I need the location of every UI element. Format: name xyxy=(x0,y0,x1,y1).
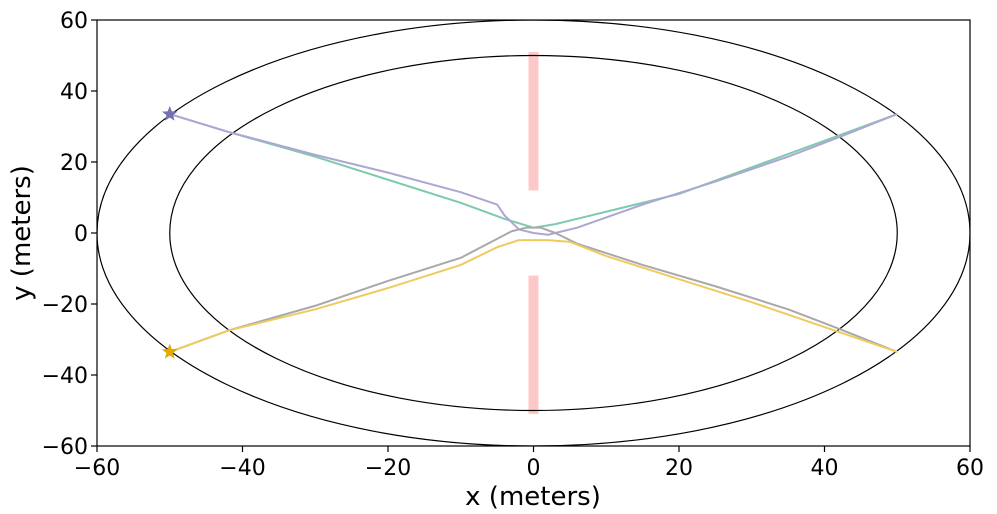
y-tick-label: 60 xyxy=(60,9,88,34)
obstacle-bar xyxy=(528,275,539,415)
y-axis-ticks: −60 −40 −20 0 20 40 60 xyxy=(42,9,97,460)
y-tick-label: −20 xyxy=(42,293,88,318)
start-star-marker xyxy=(162,106,178,121)
trajectory-line xyxy=(169,226,898,353)
x-axis-label: x (meters) xyxy=(465,482,601,512)
y-axis-label: y (meters) xyxy=(7,165,37,301)
plot-area xyxy=(97,20,970,446)
x-tick-label: −40 xyxy=(219,456,265,481)
trajectory-line xyxy=(169,239,898,353)
x-tick-label: 0 xyxy=(527,456,541,481)
y-tick-label: 40 xyxy=(60,80,88,105)
x-tick-label: 60 xyxy=(956,456,984,481)
x-tick-label: 20 xyxy=(665,456,693,481)
x-tick-label: −60 xyxy=(74,456,120,481)
start-end-markers xyxy=(162,106,178,359)
x-axis-ticks: −60 −40 −20 0 20 40 60 xyxy=(74,446,984,481)
y-tick-label: −60 xyxy=(42,435,88,460)
start-star-marker xyxy=(162,343,178,359)
trajectory-line xyxy=(169,113,898,236)
x-tick-label: 40 xyxy=(811,456,839,481)
trajectory-line xyxy=(169,113,898,229)
y-tick-label: 20 xyxy=(60,151,88,176)
y-tick-label: 0 xyxy=(74,222,88,247)
y-tick-label: −40 xyxy=(42,364,88,389)
x-tick-label: −20 xyxy=(365,456,411,481)
inner-boundary-ellipse xyxy=(169,54,898,412)
obstacle-bar xyxy=(528,51,539,191)
